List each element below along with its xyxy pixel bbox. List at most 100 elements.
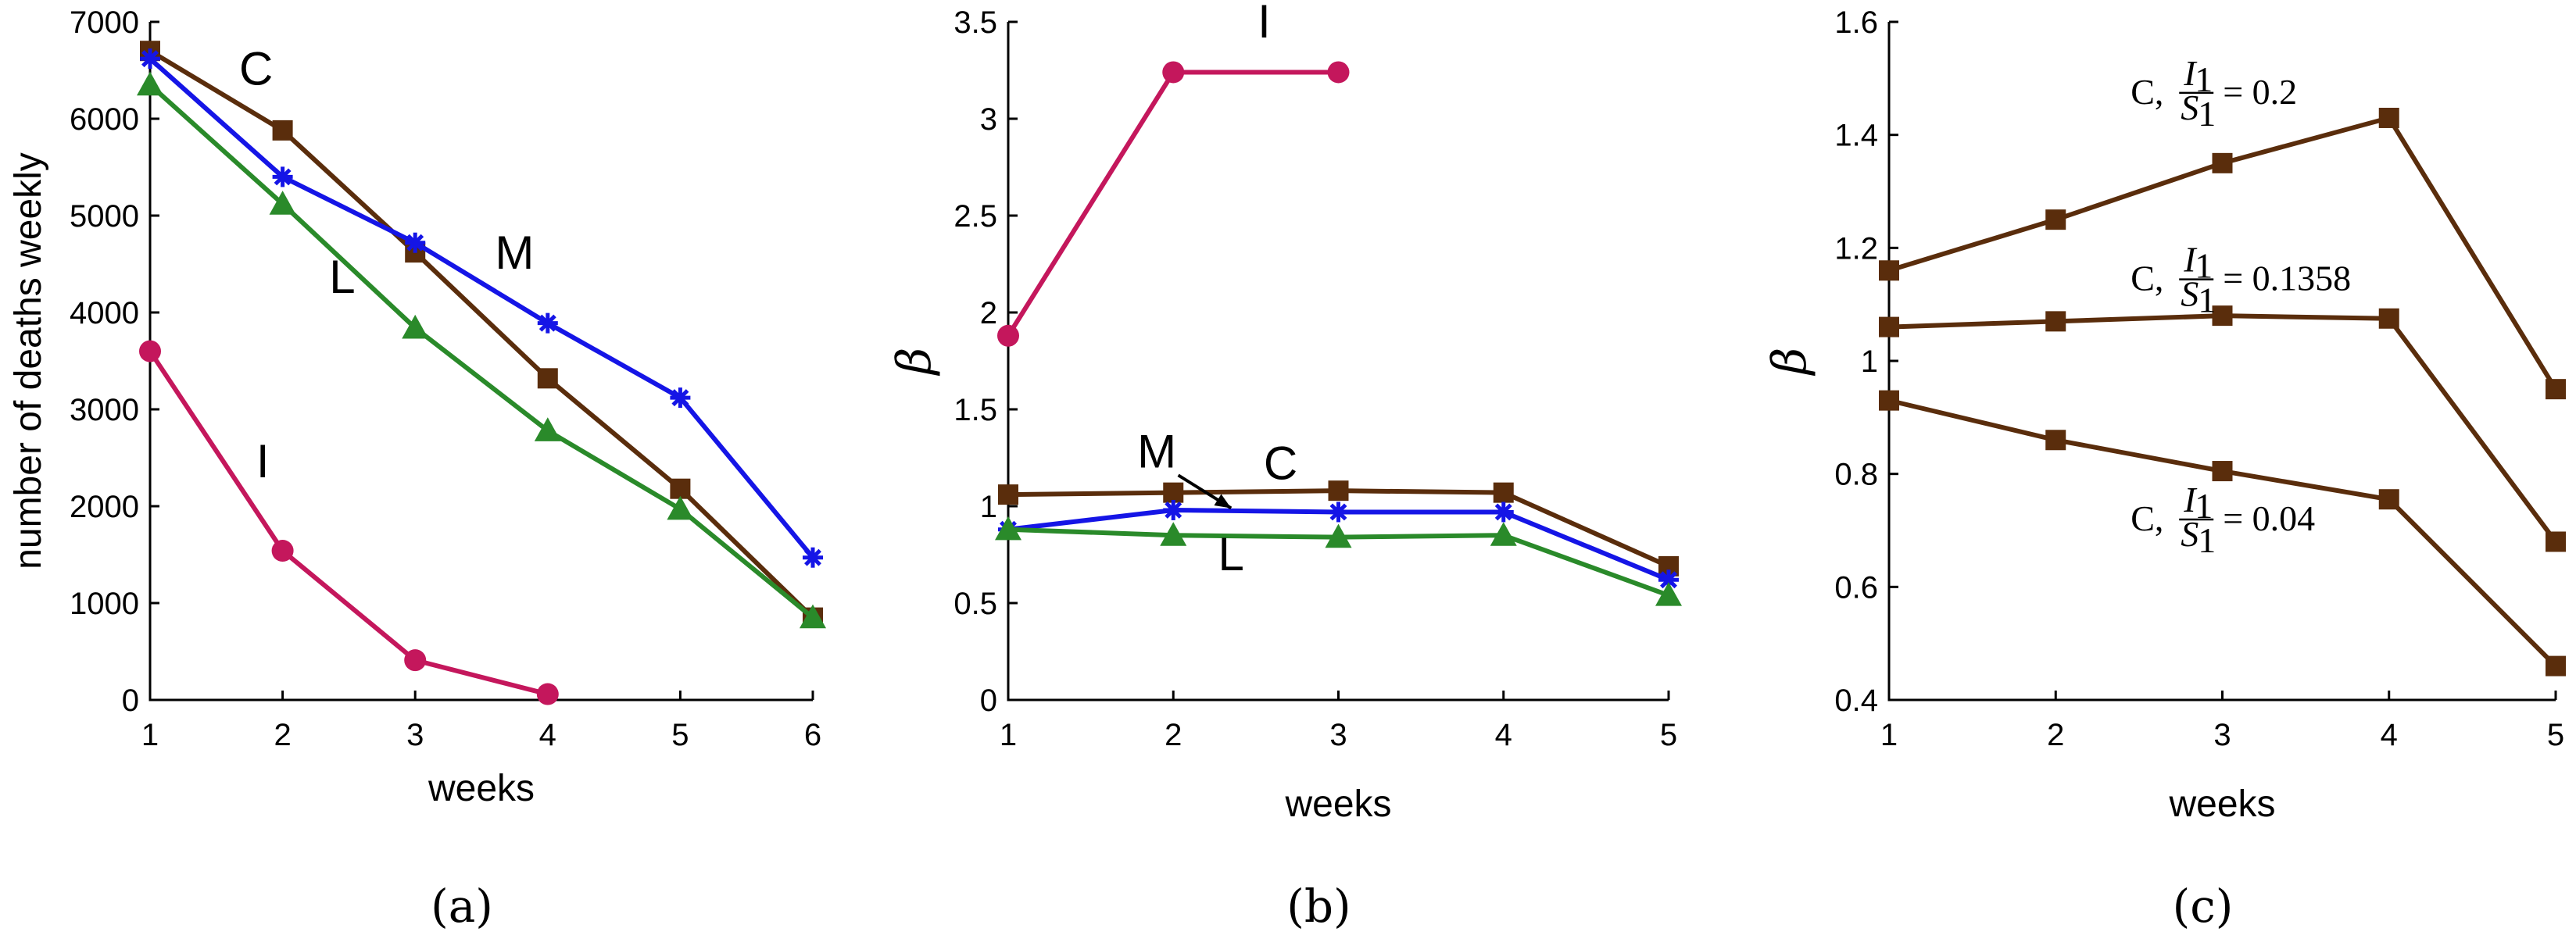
x-tick-label: 1 (141, 718, 159, 752)
y-tick-label: 0.8 (1834, 458, 1878, 492)
ratio-annotation: C, I1S 1= 0.04 (2131, 480, 2315, 560)
y-tick-label: 1 (980, 490, 997, 524)
y-tick-label: 6000 (70, 102, 139, 137)
data-point (803, 547, 823, 568)
fraction-numerator-subscript: 1 (2195, 486, 2213, 526)
data-point (998, 484, 1018, 505)
annotation-prefix: C, (2131, 259, 2163, 298)
series-annotation: C (239, 43, 273, 95)
y-tick-label: 1.4 (1834, 119, 1878, 153)
data-point (1163, 482, 1184, 503)
y-axis-label: β (887, 348, 942, 377)
data-point (405, 232, 426, 253)
x-axis-label: weeks (2168, 784, 2275, 825)
fraction-denominator: S (2181, 274, 2199, 314)
series-1 (1879, 305, 2566, 552)
data-point (537, 312, 558, 334)
data-point (995, 516, 1021, 541)
y-tick-label: 0.6 (1834, 570, 1878, 605)
y-tick-label: 0.5 (953, 587, 997, 621)
x-tick-label: 2 (1165, 718, 1182, 752)
y-tick-label: 7000 (70, 5, 139, 40)
data-point (272, 166, 293, 187)
y-tick-label: 1 (1861, 344, 1878, 379)
x-tick-label: 2 (274, 718, 291, 752)
series-2 (995, 516, 1682, 606)
axes-frame (1887, 22, 2556, 701)
y-tick-label: 1000 (70, 587, 139, 621)
data-point (1655, 582, 1682, 606)
fraction-numerator-subscript: 1 (2195, 59, 2213, 99)
data-point (2212, 152, 2233, 173)
ratio-annotation: C, I1S 1= 0.2 (2131, 53, 2297, 134)
x-tick-label: 3 (1329, 718, 1347, 752)
panel-caption: (b) (1286, 880, 1351, 933)
data-point (272, 120, 293, 141)
y-tick-label: 5000 (70, 199, 139, 234)
series-line (148, 83, 814, 619)
y-tick-label: 2.5 (953, 199, 997, 234)
data-point (537, 368, 558, 389)
series-line (1006, 70, 1339, 337)
data-point (2045, 430, 2066, 451)
y-tick-label: 1.6 (1834, 5, 1878, 40)
data-point (140, 48, 160, 70)
data-point (1493, 482, 1514, 503)
series-annotation: I (1258, 0, 1271, 48)
series-line (148, 56, 815, 559)
data-point (1879, 260, 1899, 281)
y-tick-label: 3.5 (953, 5, 997, 40)
y-tick-label: 3 (980, 102, 997, 137)
data-point (1160, 522, 1187, 546)
data-point (2546, 379, 2566, 400)
data-point (2378, 489, 2399, 510)
y-tick-label: 0.4 (1834, 684, 1878, 718)
x-tick-label: 5 (2547, 718, 2564, 752)
data-point (1162, 61, 1185, 84)
data-point (1328, 502, 1349, 523)
ratio-annotation: C, I1S 1= 0.1358 (2131, 240, 2351, 320)
data-point (800, 604, 826, 629)
series-annotation: M (1137, 425, 1176, 477)
y-tick-label: 0 (980, 684, 997, 718)
x-tick-label: 4 (1495, 718, 1512, 752)
data-point (1325, 523, 1352, 548)
x-tick-label: 3 (2213, 718, 2231, 752)
x-tick-label: 1 (1000, 718, 1017, 752)
x-tick-label: 1 (1880, 718, 1898, 752)
panel-caption: (a) (431, 880, 493, 933)
x-tick-label: 5 (1660, 718, 1677, 752)
fraction-numerator: I (2183, 480, 2198, 519)
series-annotation: L (1218, 528, 1244, 580)
y-tick-label: 0 (122, 684, 139, 718)
data-point (1879, 390, 1899, 411)
series-2 (1879, 390, 2566, 676)
annotation-value: = 0.2 (2223, 72, 2297, 112)
data-point (2546, 531, 2566, 552)
y-axis-label: β (1762, 348, 1817, 377)
series-line (148, 349, 549, 697)
series-0 (1879, 107, 2566, 400)
data-point (1327, 61, 1350, 84)
annotation-value: = 0.04 (2223, 498, 2315, 538)
annotation-prefix: C, (2131, 72, 2163, 112)
y-tick-label: 2 (980, 296, 997, 330)
data-point (1163, 499, 1184, 520)
data-point (1879, 316, 1899, 337)
data-point (534, 417, 561, 441)
data-point (2378, 308, 2399, 329)
fraction-denominator: S (2181, 87, 2199, 127)
data-point (997, 324, 1019, 347)
data-point (536, 683, 559, 705)
data-point (402, 314, 429, 339)
data-point (2378, 107, 2399, 128)
data-point (1328, 480, 1349, 502)
series-annotation: M (495, 227, 534, 279)
series-annotation: I (256, 435, 270, 487)
data-point (2212, 461, 2233, 482)
fraction-denominator-subscript: 1 (2198, 94, 2216, 134)
fraction-numerator-subscript: 1 (2195, 246, 2213, 286)
y-tick-label: 2000 (70, 490, 139, 524)
series-line (148, 48, 815, 619)
